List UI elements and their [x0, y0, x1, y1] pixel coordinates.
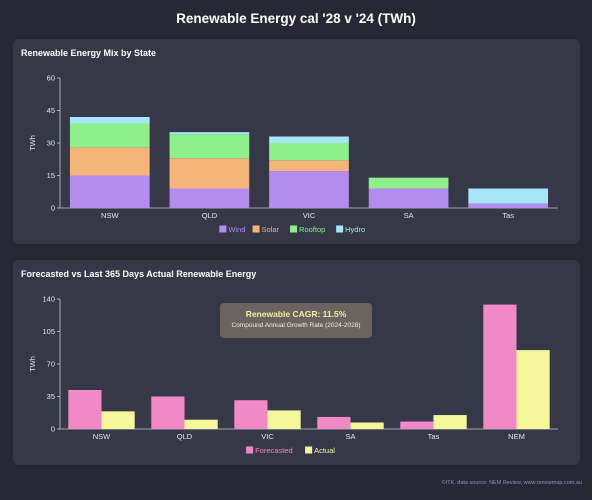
bar-actual-sa: [350, 422, 384, 429]
bar-wind-vic: [269, 171, 349, 208]
bar-solar-qld: [169, 158, 250, 189]
x-tick-label: Tas: [428, 432, 440, 441]
bar-actual-vic: [267, 410, 301, 429]
y-tick-label: 0: [51, 425, 55, 434]
legend-swatch-solar: [252, 225, 260, 233]
bar-rooftop-vic: [269, 143, 349, 161]
y-tick-label: 45: [47, 106, 55, 115]
chart-panel-energy-mix: Renewable Energy Mix by State 0 15 30 45 60 T…: [13, 39, 580, 244]
legend-label-wind: Wind: [228, 225, 245, 234]
bar-forecasted-vic: [234, 400, 268, 429]
x-tick-label: VIC: [303, 211, 316, 220]
page-title: Renewable Energy cal '28 v '24 (TWh): [176, 11, 416, 26]
bar-wind-qld: [169, 188, 250, 208]
y-tick-label: 70: [47, 360, 55, 369]
x-tick-label: SA: [404, 211, 414, 220]
bar-actual-nsw: [101, 411, 135, 429]
y-tick-label: 105: [42, 327, 55, 336]
cagr-title: Renewable CAGR: 11.5%: [245, 309, 347, 319]
chart-title-forecast-vs-actual: Forecasted vs Last 365 Days Actual Renew…: [21, 269, 257, 279]
y-axis-label: TWh: [28, 356, 37, 372]
legend-label-rooftop: Rooftop: [299, 225, 325, 234]
y-tick-label: 60: [47, 74, 55, 83]
bar-wind-nsw: [69, 175, 150, 208]
bar-actual-nem: [516, 350, 550, 429]
x-tick-label: NSW: [93, 432, 111, 441]
bar-rooftop-sa: [368, 177, 449, 189]
bar-forecasted-tas: [400, 421, 434, 429]
x-tick-label: QLD: [202, 211, 218, 220]
bar-forecasted-qld: [151, 396, 185, 429]
source-note: ©ITK, data source: NEM Review, www.renew…: [441, 480, 582, 486]
bar-rooftop-nsw: [69, 123, 150, 148]
chart-panel-forecast-vs-actual: Forecasted vs Last 365 Days Actual Renew…: [13, 260, 580, 465]
legend-swatch-wind: [219, 225, 227, 233]
forecast-vs-actual-chart: 0 35 70 105 140 TWh NSW QLD VIC SA Tas NEM Forecaste…: [28, 295, 558, 455]
legend-label-hydro: Hydro: [345, 225, 365, 234]
bar-solar-vic: [269, 160, 349, 172]
bar-rooftop-qld: [169, 134, 250, 159]
legend-label-actual: Actual: [314, 446, 335, 455]
bar-solar-nsw: [69, 147, 150, 176]
legend-label-solar: Solar: [262, 225, 280, 234]
bar-hydro-qld: [169, 132, 250, 135]
y-tick-label: 35: [47, 392, 55, 401]
bar-forecasted-nsw: [68, 390, 102, 429]
legend-swatch-actual: [305, 446, 313, 454]
x-tick-label: VIC: [261, 432, 274, 441]
x-tick-label: NEM: [508, 432, 525, 441]
legend-swatch-forecasted: [246, 446, 254, 454]
y-tick-label: 30: [47, 139, 55, 148]
energy-mix-chart: 0 15 30 45 60 TWh NSW QLD VIC SA Tas Wind Solar Rooft…: [28, 74, 558, 234]
legend-label-forecasted: Forecasted: [255, 446, 293, 455]
x-tick-label: NSW: [101, 211, 119, 220]
y-tick-label: 140: [42, 295, 55, 304]
bar-wind-tas: [468, 203, 549, 208]
legend-swatch-hydro: [336, 225, 344, 233]
bar-forecasted-nem: [483, 304, 517, 429]
bar-hydro-tas: [468, 188, 549, 204]
bar-hydro-vic: [269, 136, 349, 143]
y-tick-label: 15: [47, 171, 55, 180]
y-axis-label: TWh: [28, 135, 37, 151]
bar-actual-qld: [184, 419, 218, 429]
bar-hydro-nsw: [69, 117, 150, 124]
bar-actual-tas: [433, 415, 467, 429]
x-tick-label: Tas: [502, 211, 514, 220]
legend-swatch-rooftop: [290, 225, 298, 233]
bar-forecasted-sa: [317, 416, 351, 429]
chart-title-energy-mix: Renewable Energy Mix by State: [21, 48, 157, 58]
cagr-subtitle: Compound Annual Growth Rate (2024-2028): [231, 322, 361, 329]
bar-wind-sa: [368, 188, 449, 208]
x-tick-label: SA: [345, 432, 355, 441]
x-tick-label: QLD: [177, 432, 193, 441]
cagr-annotation: Renewable CAGR: 11.5% Compound Annual Gr…: [220, 303, 372, 338]
y-tick-label: 0: [51, 204, 55, 213]
